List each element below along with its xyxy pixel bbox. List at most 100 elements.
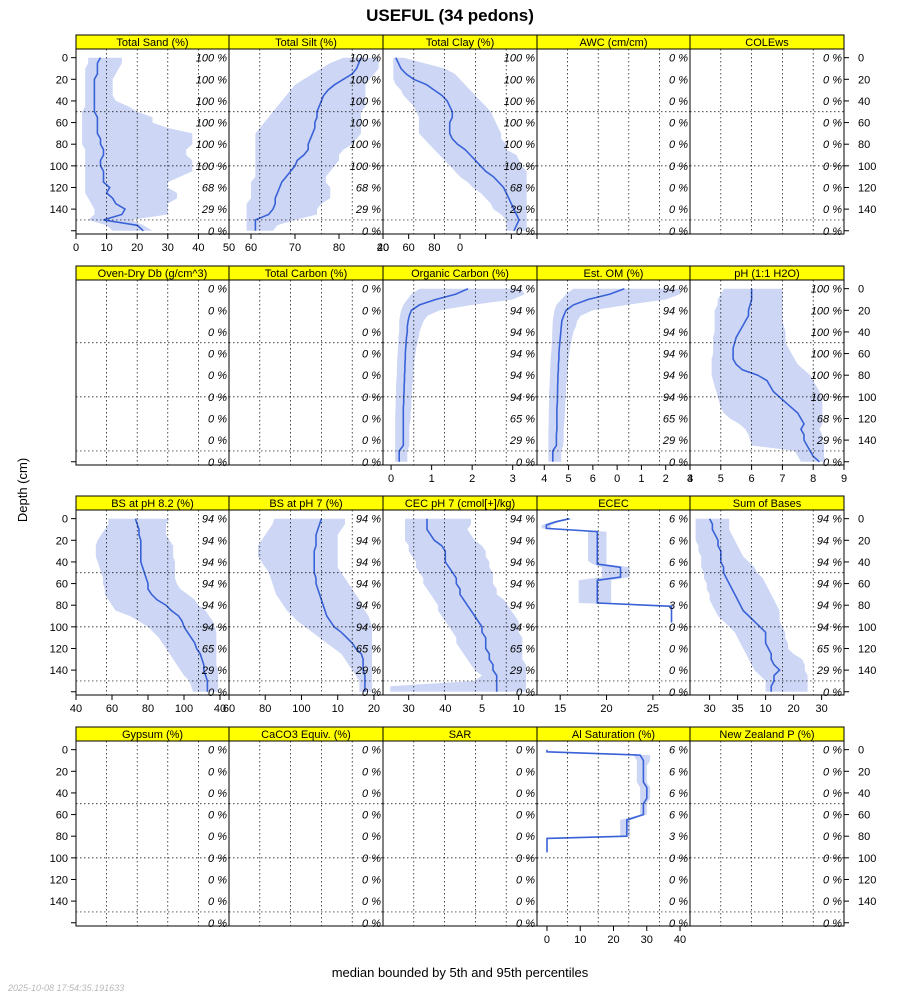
y-tick-label: 20 xyxy=(56,535,68,547)
y-tick-label: 100 xyxy=(858,853,876,865)
y-tick-label: 60 xyxy=(858,579,870,591)
pct-label: 100 % xyxy=(811,284,842,296)
pct-label: 94 % xyxy=(510,514,535,526)
panel-frame xyxy=(689,509,845,696)
y-tick-label: 0 xyxy=(858,284,864,296)
caption: median bounded by 5th and 95th percentil… xyxy=(332,965,589,980)
y-tick-label: 0 xyxy=(858,53,864,65)
x-tick-label: 6 xyxy=(749,473,755,485)
pct-label: 0 % xyxy=(362,687,381,699)
depth-axis: 0 0 20 20 40 40 60 60 80 80 100 100 120 120 140 140 xyxy=(50,53,876,232)
pct-label: 0 % xyxy=(208,392,227,404)
pct-label: 0 % xyxy=(823,139,842,151)
pct-label: 6 % xyxy=(669,766,688,778)
pct-label: 6 % xyxy=(669,745,688,757)
pct-label: 0 % xyxy=(669,622,688,634)
pct-label: 94 % xyxy=(356,514,381,526)
pct-label: 0 % xyxy=(823,766,842,778)
x-tick-label: 35 xyxy=(731,703,743,715)
pct-label: 0 % xyxy=(669,918,688,930)
pct-label: 0 % xyxy=(823,853,842,865)
y-tick-label: 80 xyxy=(56,831,68,843)
pct-label: 3 % xyxy=(669,600,688,612)
pct-label: 94 % xyxy=(356,557,381,569)
pct-label: 6 % xyxy=(669,579,688,591)
x-tick-label: 15 xyxy=(554,703,566,715)
pct-label: 94 % xyxy=(356,535,381,547)
x-tick-label: 0 xyxy=(544,934,550,946)
median-line xyxy=(254,57,362,231)
x-tick-label: 0 xyxy=(73,242,79,254)
panel-label: ECEC xyxy=(598,498,629,510)
panel-label: Total Carbon (%) xyxy=(265,268,348,280)
y-tick-label: 20 xyxy=(858,74,870,86)
pct-label: 100 % xyxy=(504,139,535,151)
panel-label: Gypsum (%) xyxy=(122,729,183,741)
pct-label: 65 % xyxy=(510,643,535,655)
x-tick-label: 10 xyxy=(100,242,112,254)
y-tick-label: 100 xyxy=(50,853,68,865)
x-tick-label: 80 xyxy=(142,703,154,715)
pct-label: 100 % xyxy=(811,392,842,404)
panel-label: Al Saturation (%) xyxy=(572,729,655,741)
pct-label: 68 % xyxy=(356,182,381,194)
pct-label: 3 % xyxy=(669,831,688,843)
y-tick-label: 80 xyxy=(56,139,68,151)
pct-label: 100 % xyxy=(196,74,227,86)
x-tick-label: 30 xyxy=(815,703,827,715)
pct-label: 94 % xyxy=(817,622,842,634)
pct-label: 0 % xyxy=(208,918,227,930)
x-tick-label: 20 xyxy=(368,703,380,715)
panel: SAR 0 % 0 % 0 % 0 % 0 % 0 % 0 % 0 % 0 % xyxy=(382,726,538,930)
depth-axis: 0 0 20 20 40 40 60 60 80 80 100 100 120 120 140 140 xyxy=(50,745,876,924)
panel-grid: Total Sand (%)100 %100 %100 %100 %100 %1… xyxy=(50,34,876,946)
pct-label: 94 % xyxy=(510,370,535,382)
y-tick-label: 120 xyxy=(50,643,68,655)
pct-label: 0 % xyxy=(823,182,842,194)
x-tick-label: 60 xyxy=(106,703,118,715)
pct-label: 29 % xyxy=(509,665,535,677)
pct-label: 0 % xyxy=(516,896,535,908)
pct-label: 94 % xyxy=(817,514,842,526)
pct-label: 100 % xyxy=(811,305,842,317)
panel-label: BS at pH 8.2 (%) xyxy=(111,498,194,510)
pct-label: 6 % xyxy=(669,514,688,526)
pct-label: 0 % xyxy=(669,457,688,469)
pct-label: 0 % xyxy=(516,918,535,930)
pct-label: 0 % xyxy=(208,327,227,339)
y-tick-label: 80 xyxy=(858,600,870,612)
pct-label: 0 % xyxy=(516,766,535,778)
y-tick-label: 60 xyxy=(858,349,870,361)
x-tick-label: 30 xyxy=(162,242,174,254)
pct-label: 0 % xyxy=(208,788,227,800)
median-line xyxy=(708,518,781,692)
pct-label: 29 % xyxy=(201,204,227,216)
pct-label: 0 % xyxy=(823,204,842,216)
median-line xyxy=(545,517,673,623)
pct-label: 0 % xyxy=(208,226,227,238)
panel-label: New Zealand P (%) xyxy=(719,729,814,741)
panel-label: Total Silt (%) xyxy=(275,37,337,49)
pct-label: 100 % xyxy=(811,349,842,361)
percentile-band xyxy=(541,518,672,623)
pct-label: 94 % xyxy=(817,557,842,569)
pct-label: 94 % xyxy=(510,600,535,612)
y-tick-label: 120 xyxy=(858,413,876,425)
pct-label: 100 % xyxy=(196,161,227,173)
pct-label: 0 % xyxy=(823,831,842,843)
pct-label: 100 % xyxy=(504,96,535,108)
x-tick-label: 2 xyxy=(469,473,475,485)
pct-label: 0 % xyxy=(669,896,688,908)
x-tick-label: 1 xyxy=(638,473,644,485)
panel: pH (1:1 H2O) 100 % 100 % 100 % 100 % 100 % 100… xyxy=(689,265,845,469)
pct-label: 29 % xyxy=(816,435,842,447)
percentile-band xyxy=(547,749,651,853)
median-line xyxy=(732,288,820,463)
y-tick-label: 120 xyxy=(858,182,876,194)
percentile-band xyxy=(390,518,526,692)
y-tick-label: 20 xyxy=(858,535,870,547)
pct-label: 0 % xyxy=(362,370,381,382)
pct-label: 100 % xyxy=(811,370,842,382)
pct-label: 0 % xyxy=(823,74,842,86)
pct-label: 94 % xyxy=(663,284,688,296)
